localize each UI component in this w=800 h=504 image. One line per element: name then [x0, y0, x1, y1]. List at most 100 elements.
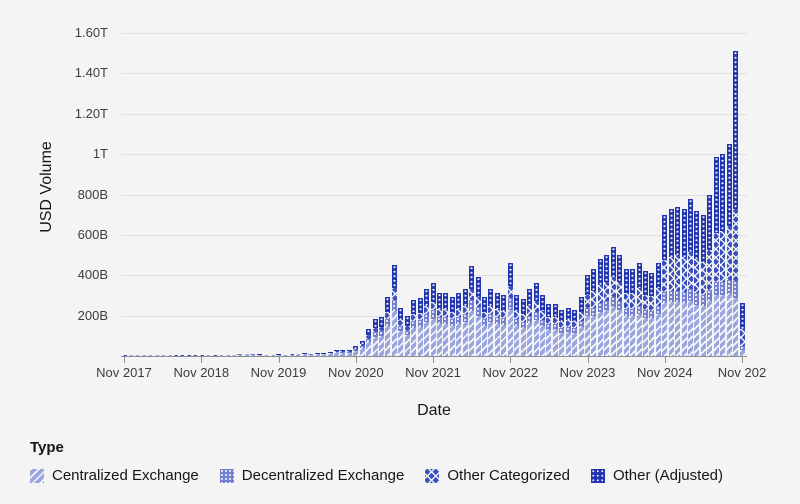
bar-segment-other-adjusted[interactable] — [700, 214, 706, 262]
bar-segment-decentralized-exchange[interactable] — [649, 311, 655, 319]
bar-segment-decentralized-exchange[interactable] — [707, 289, 713, 302]
bar-segment-other-categorized[interactable] — [353, 348, 359, 350]
bar-segment-centralized-exchange[interactable] — [218, 355, 224, 356]
bar-segment-other-adjusted[interactable] — [430, 283, 436, 302]
bar-segment-other-categorized[interactable] — [475, 297, 481, 307]
bar-segment-decentralized-exchange[interactable] — [462, 313, 468, 323]
bar-segment-other-categorized[interactable] — [578, 311, 584, 321]
bar[interactable] — [552, 303, 558, 356]
bar-segment-other-categorized[interactable] — [482, 311, 487, 320]
bar[interactable] — [205, 355, 211, 356]
bar[interactable] — [449, 297, 455, 356]
bar-segment-decentralized-exchange[interactable] — [482, 319, 487, 327]
bar-segment-decentralized-exchange[interactable] — [739, 346, 745, 350]
bar-segment-centralized-exchange[interactable] — [655, 313, 661, 356]
bar-segment-other-categorized[interactable] — [707, 250, 713, 290]
bar-segment-decentralized-exchange[interactable] — [456, 316, 462, 325]
bar[interactable] — [514, 295, 520, 356]
bar-segment-centralized-exchange[interactable] — [256, 354, 262, 356]
bar[interactable] — [134, 354, 140, 356]
bar[interactable] — [559, 309, 565, 356]
bar[interactable] — [288, 353, 294, 356]
bar-segment-decentralized-exchange[interactable] — [488, 313, 494, 323]
bar[interactable] — [404, 315, 410, 356]
bar-segment-other-adjusted[interactable] — [501, 295, 507, 311]
bar-segment-other-categorized[interactable] — [469, 288, 475, 300]
bar-segment-other-adjusted[interactable] — [488, 289, 494, 306]
bar-segment-other-adjusted[interactable] — [527, 289, 533, 306]
bar-segment-other-categorized[interactable] — [379, 326, 384, 332]
bar-segment-other-categorized[interactable] — [636, 288, 642, 306]
bar-segment-other-categorized[interactable] — [539, 310, 545, 320]
bar-segment-other-adjusted[interactable] — [539, 295, 545, 311]
bar-segment-decentralized-exchange[interactable] — [681, 291, 687, 304]
bar-segment-other-categorized[interactable] — [372, 327, 378, 333]
bar[interactable] — [276, 354, 281, 356]
bar-segment-centralized-exchange[interactable] — [662, 303, 668, 356]
bar-segment-centralized-exchange[interactable] — [713, 295, 719, 356]
bar-segment-centralized-exchange[interactable] — [681, 303, 687, 356]
bar-segment-centralized-exchange[interactable] — [597, 311, 603, 356]
bar-segment-centralized-exchange[interactable] — [443, 324, 449, 356]
bar-segment-other-adjusted[interactable] — [565, 307, 571, 320]
bar-segment-other-adjusted[interactable] — [688, 198, 693, 252]
bar[interactable] — [321, 353, 327, 356]
bar[interactable] — [366, 328, 372, 356]
bar-segment-centralized-exchange[interactable] — [501, 325, 507, 356]
bar-segment-centralized-exchange[interactable] — [308, 354, 314, 356]
bar-segment-decentralized-exchange[interactable] — [610, 296, 616, 307]
bar-segment-other-adjusted[interactable] — [424, 289, 430, 306]
bar-segment-decentralized-exchange[interactable] — [636, 305, 642, 314]
bar-segment-centralized-exchange[interactable] — [739, 349, 745, 356]
bar[interactable] — [211, 355, 217, 356]
bar[interactable] — [733, 51, 739, 356]
bar-segment-centralized-exchange[interactable] — [327, 353, 333, 356]
bar-segment-centralized-exchange[interactable] — [591, 315, 597, 356]
bar-segment-other-categorized[interactable] — [739, 328, 745, 347]
bar[interactable] — [494, 293, 500, 356]
bar[interactable] — [173, 355, 178, 356]
bar[interactable] — [301, 353, 307, 356]
bar-segment-other-categorized[interactable] — [675, 255, 681, 291]
bar-segment-centralized-exchange[interactable] — [726, 293, 732, 356]
bar-segment-centralized-exchange[interactable] — [700, 305, 706, 356]
bar[interactable] — [333, 349, 339, 356]
bar-segment-other-adjusted[interactable] — [385, 297, 391, 312]
bar-segment-centralized-exchange[interactable] — [424, 322, 430, 356]
legend-item-other-adjusted[interactable]: Other (Adjusted) — [590, 467, 723, 484]
bar-segment-other-adjusted[interactable] — [436, 293, 442, 310]
bar-segment-centralized-exchange[interactable] — [578, 326, 584, 356]
bar-segment-other-adjusted[interactable] — [681, 208, 687, 257]
bar-segment-centralized-exchange[interactable] — [147, 355, 153, 356]
bar-segment-other-adjusted[interactable] — [630, 269, 636, 293]
bar-segment-other-categorized[interactable] — [585, 295, 590, 308]
bar-segment-centralized-exchange[interactable] — [314, 354, 320, 356]
bar[interactable] — [539, 295, 545, 356]
bar-segment-centralized-exchange[interactable] — [668, 302, 674, 356]
bar-segment-other-adjusted[interactable] — [340, 349, 346, 352]
bar[interactable] — [256, 354, 262, 356]
bar-segment-other-adjusted[interactable] — [398, 307, 404, 320]
bar-segment-decentralized-exchange[interactable] — [514, 319, 520, 326]
bar[interactable] — [424, 289, 430, 356]
bar[interactable] — [456, 293, 462, 356]
bar-segment-centralized-exchange[interactable] — [449, 326, 455, 356]
bar-segment-centralized-exchange[interactable] — [462, 322, 468, 356]
bar-segment-centralized-exchange[interactable] — [533, 319, 539, 356]
bar[interactable] — [230, 354, 236, 356]
bar-segment-decentralized-exchange[interactable] — [333, 351, 339, 353]
bar[interactable] — [237, 353, 243, 356]
bar-segment-decentralized-exchange[interactable] — [379, 331, 384, 336]
bar[interactable] — [507, 263, 513, 356]
bar-segment-other-categorized[interactable] — [514, 310, 520, 320]
bar-segment-other-adjusted[interactable] — [662, 214, 668, 261]
bar[interactable] — [282, 354, 288, 356]
bar-segment-other-categorized[interactable] — [713, 232, 719, 283]
bar-segment-centralized-exchange[interactable] — [675, 302, 681, 356]
bar-segment-decentralized-exchange[interactable] — [430, 310, 436, 320]
bar-segment-centralized-exchange[interactable] — [160, 355, 166, 356]
bar-segment-other-adjusted[interactable] — [649, 273, 655, 297]
bar-segment-other-categorized[interactable] — [507, 286, 513, 299]
bar-segment-other-categorized[interactable] — [488, 305, 494, 314]
bar-segment-other-categorized[interactable] — [662, 260, 668, 293]
